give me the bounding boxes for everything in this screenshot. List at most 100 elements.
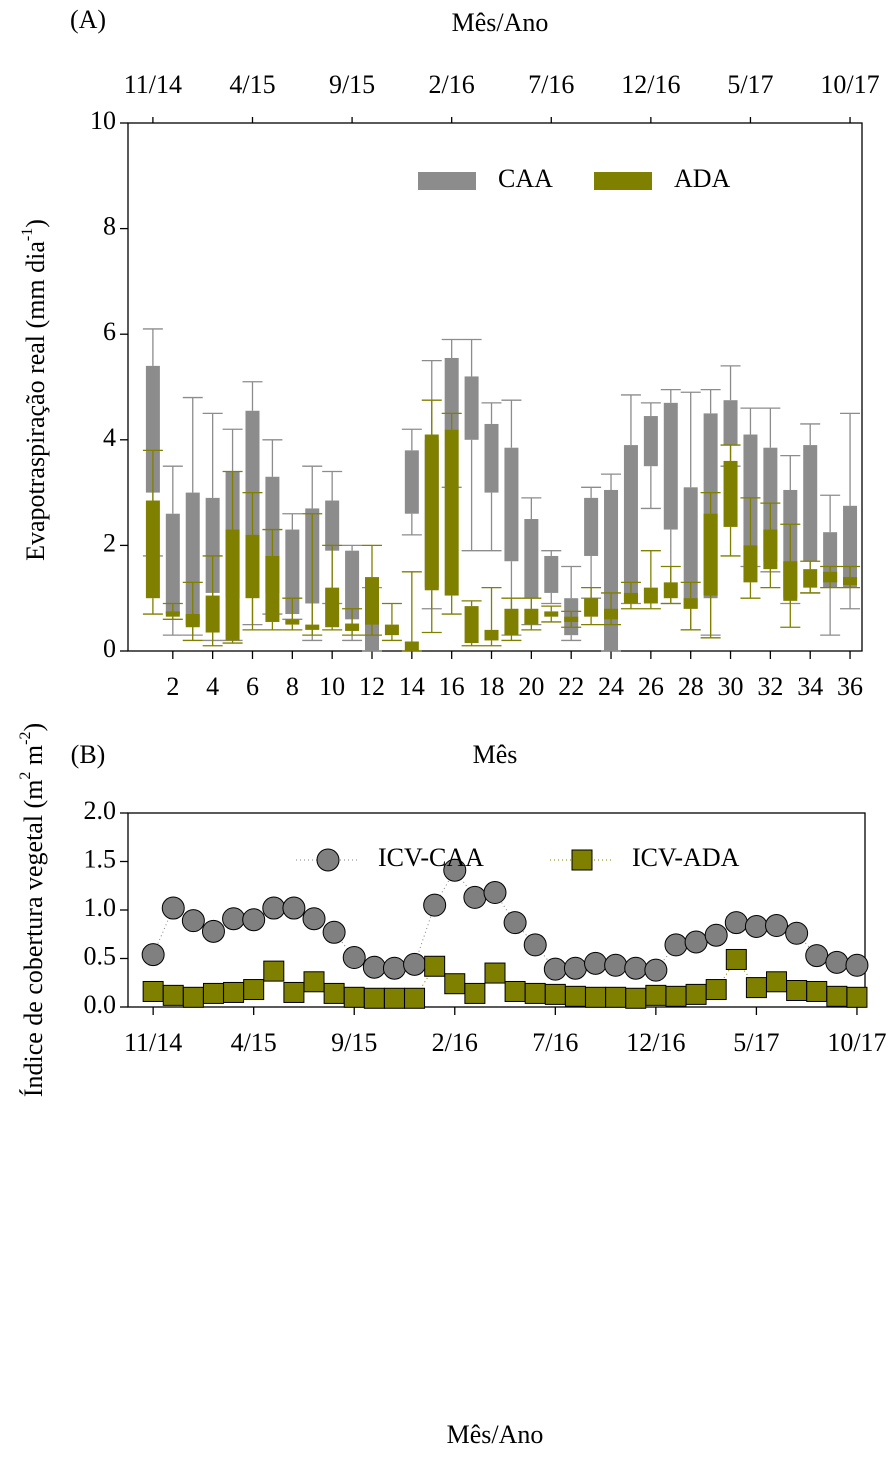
y-tick-label: 10 [90, 106, 116, 135]
marker [363, 987, 385, 1009]
x2-tick-label: 11/14 [124, 70, 182, 99]
x2-tick-label: 10/17 [820, 70, 879, 99]
marker [263, 960, 285, 982]
marker [785, 921, 809, 945]
box [504, 447, 519, 562]
marker [383, 987, 405, 1009]
x-tick-label: 30 [718, 672, 744, 701]
marker [564, 985, 586, 1007]
marker [322, 920, 346, 944]
legend-swatch [418, 172, 476, 190]
marker [444, 973, 466, 995]
box [723, 400, 738, 446]
marker [464, 982, 486, 1004]
marker [806, 980, 828, 1002]
box [843, 505, 858, 588]
marker [323, 982, 345, 1004]
y-tick-label: 0 [103, 634, 116, 663]
marker [181, 909, 205, 933]
marker [382, 956, 406, 980]
x-tick-label: 7/16 [532, 1028, 578, 1057]
marker [645, 984, 667, 1006]
marker [665, 985, 687, 1007]
y-tick-label: 0.0 [84, 990, 117, 1019]
box [205, 595, 220, 633]
x-tick-label: 4 [206, 672, 219, 701]
x-tick-label: 12 [359, 672, 385, 701]
box [404, 450, 419, 514]
x-tick-label: 11/14 [124, 1028, 182, 1057]
marker [504, 980, 526, 1002]
x-tick-label: 6 [246, 672, 259, 701]
box [703, 513, 718, 596]
legend-swatch [594, 172, 652, 190]
marker [745, 977, 767, 999]
box [285, 619, 300, 625]
box [285, 529, 300, 615]
box [823, 571, 838, 583]
box [325, 500, 340, 551]
marker [584, 951, 608, 975]
panel-a-frame [127, 122, 863, 652]
x-tick-label: 20 [518, 672, 544, 701]
x-tick-label: 18 [479, 672, 505, 701]
marker [142, 980, 164, 1002]
box [604, 608, 619, 620]
marker [141, 943, 165, 967]
box [843, 577, 858, 585]
marker [222, 907, 246, 931]
marker [242, 908, 266, 932]
box [404, 641, 419, 651]
x2-tick-label: 12/16 [621, 70, 680, 99]
box [623, 445, 638, 601]
panel-label: (B) [71, 740, 106, 769]
box [365, 621, 380, 651]
marker [423, 893, 447, 917]
y-title-part: m [19, 745, 48, 772]
box [464, 606, 479, 644]
box [584, 598, 599, 617]
marker [744, 914, 768, 938]
legend-label: CAA [498, 164, 553, 193]
y-axis-title: Evapotraspiração real (mm dia-1) [19, 219, 50, 561]
marker [343, 986, 365, 1008]
x2-axis-title: Mês/Ano [452, 8, 549, 37]
y-tick-label: 4 [103, 423, 116, 452]
x-tick-label: 2 [166, 672, 179, 701]
x-axis-title: Mês [473, 740, 518, 769]
y-tick-label: 8 [103, 212, 116, 241]
marker [424, 955, 446, 977]
box [564, 616, 579, 622]
marker [624, 956, 648, 980]
marker [563, 956, 587, 980]
y-tick-label: 2.0 [84, 796, 117, 825]
marker [544, 983, 566, 1005]
marker [604, 953, 628, 977]
box [643, 416, 658, 467]
box [504, 608, 519, 636]
marker [484, 962, 506, 984]
x-tick-label: 10 [319, 672, 345, 701]
legend-marker [571, 849, 593, 871]
x-tick-label: 28 [678, 672, 704, 701]
marker [684, 930, 708, 954]
marker [262, 896, 286, 920]
marker [825, 950, 849, 974]
x2-tick-label: 9/15 [329, 70, 375, 99]
marker [161, 896, 185, 920]
y-axis-title: Índice de cobertura vegetal (m2 m-2) [17, 723, 48, 1097]
marker [664, 933, 688, 957]
legend-label: ICV-CAA [378, 843, 484, 872]
y-tick-label: 6 [103, 317, 116, 346]
box [743, 434, 758, 551]
box [763, 529, 778, 570]
marker [585, 986, 607, 1008]
box [643, 587, 658, 604]
x2-tick-label: 4/15 [229, 70, 275, 99]
marker [523, 933, 547, 957]
box [723, 460, 738, 527]
y-title-sup: -1 [19, 228, 36, 241]
marker [201, 919, 225, 943]
y-title-part: Índice de cobertura vegetal (m [19, 780, 48, 1098]
